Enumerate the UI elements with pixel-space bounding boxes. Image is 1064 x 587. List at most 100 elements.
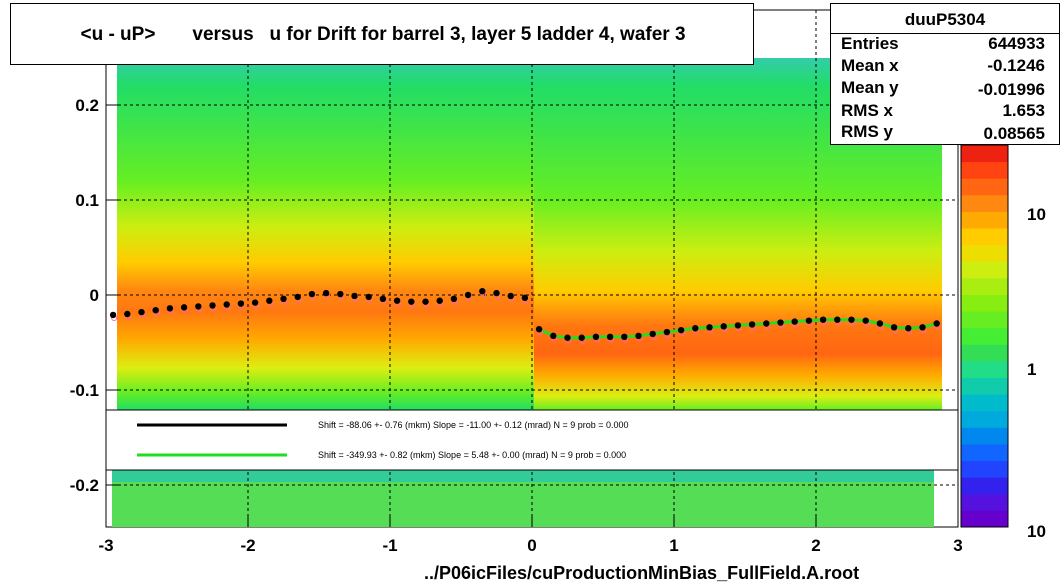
colorbar-segment: [961, 261, 1008, 279]
data-point: [621, 333, 628, 340]
x-tick-label: 1: [669, 536, 678, 555]
data-point: [464, 291, 472, 299]
stats-label-meany: Mean y: [841, 78, 899, 97]
stats-label-rmsx: RMS x: [841, 101, 893, 120]
colorbar-segment: [961, 161, 1008, 179]
data-point: [294, 293, 301, 301]
data-point: [521, 294, 529, 302]
colorbar-segment: [961, 244, 1008, 262]
stats-label-meanx: Mean x: [841, 56, 899, 75]
y-tick-label: -0.2: [70, 476, 99, 495]
data-point: [805, 317, 813, 324]
y-tick-label: 0.1: [75, 191, 99, 210]
data-point: [237, 300, 245, 307]
colorbar-segment: [961, 394, 1008, 412]
data-point: [308, 290, 316, 298]
data-point: [564, 334, 571, 341]
colorbar-segment: [961, 493, 1008, 511]
stats-separator: [831, 33, 1059, 34]
data-point: [450, 295, 458, 302]
data-point: [649, 330, 656, 338]
stats-value-entries: 644933: [988, 34, 1045, 53]
colorbar-segment: [961, 377, 1008, 395]
title-box: <u - uP> versus u for Drift for barrel 3…: [10, 3, 754, 65]
data-point: [351, 292, 358, 300]
y-tick-label: 0.2: [75, 96, 99, 115]
stats-value-rmsy: 0.08565: [983, 124, 1045, 143]
data-point: [422, 298, 429, 305]
data-point: [592, 333, 600, 340]
data-point: [919, 324, 926, 331]
data-point: [152, 307, 159, 314]
data-point: [933, 320, 940, 327]
stats-value-meany: -0.01996: [977, 80, 1045, 99]
data-point: [635, 332, 642, 340]
data-point: [124, 310, 131, 318]
heatmap-left: [117, 58, 534, 410]
legend-text-green: Shift = -349.93 +- 0.82 (mkm) Slope = 5.…: [318, 450, 626, 460]
data-point: [322, 289, 330, 297]
colorbar-tick-label: 1: [1027, 360, 1036, 379]
data-point: [692, 325, 699, 332]
data-point: [834, 316, 841, 323]
data-point: [507, 292, 514, 300]
colorbar-segment: [961, 427, 1008, 445]
data-point: [663, 328, 671, 336]
data-point: [706, 324, 713, 331]
colorbar-segment: [961, 477, 1008, 495]
colorbar-segment: [961, 194, 1008, 212]
data-point: [777, 319, 784, 326]
stats-name: duuP5304: [904, 10, 986, 29]
stats-value-rmsx: 1.653: [1002, 101, 1045, 120]
colorbar-frame: [960, 144, 1009, 528]
colorbar-segment: [961, 460, 1008, 478]
colorbar-segment: [961, 344, 1008, 362]
data-point: [337, 290, 344, 298]
data-point: [280, 295, 287, 302]
data-point: [905, 325, 912, 332]
profile-markers: [109, 288, 941, 344]
data-point: [209, 302, 216, 309]
colorbar-segment: [961, 410, 1008, 428]
axes: -3 -2 -1 0 1 2 3 -0.2 -0.1 0 0.1 0.2 10 1 10: [70, 96, 1046, 555]
data-point: [180, 304, 188, 311]
data-point: [848, 316, 855, 323]
colorbar-segment: [961, 178, 1008, 196]
data-point: [862, 317, 869, 324]
colorbar-segment: [961, 327, 1008, 345]
data-point: [606, 333, 614, 340]
gridlines: [106, 10, 958, 527]
data-point: [195, 303, 202, 310]
y-tick-label: -0.1: [70, 381, 99, 400]
data-point: [251, 299, 259, 306]
data-point: [436, 297, 443, 304]
y-tick-label: 0: [90, 286, 99, 305]
colorbar-segment: [961, 277, 1008, 295]
colorbar-tick-label: 10: [1027, 522, 1046, 541]
x-tick-label: 3: [953, 536, 962, 555]
data-point: [393, 297, 401, 304]
data-point: [763, 320, 770, 327]
colorbar-segment: [961, 443, 1008, 462]
x-tick-label: 0: [527, 536, 536, 555]
colorbar: [960, 144, 1009, 528]
data-point: [578, 334, 585, 341]
colorbar-tick-label: 10: [1027, 205, 1046, 224]
data-point: [493, 289, 500, 297]
data-point: [734, 322, 742, 329]
data-point: [379, 295, 387, 302]
data-point: [109, 311, 117, 319]
data-point: [535, 326, 543, 333]
data-point: [677, 326, 685, 334]
stats-box: duuP5304 Entries 644933 Mean x -0.1246 M…: [830, 3, 1060, 145]
data-point: [748, 321, 756, 328]
colorbar-segment: [961, 211, 1008, 229]
colorbar-segment: [961, 311, 1008, 329]
stats-label-entries: Entries: [841, 34, 899, 53]
chart-title: <u - uP> versus u for Drift for barrel 3…: [80, 24, 686, 45]
legend-text-black: Shift = -88.06 +- 0.76 (mkm) Slope = -11…: [318, 420, 629, 430]
x-tick-label: -2: [240, 536, 255, 555]
colorbar-segment: [961, 145, 1008, 163]
stats-value-meanx: -0.1246: [987, 56, 1045, 75]
x-axis-footer-label: ../P06icFiles/cuProductionMinBias_FullFi…: [424, 563, 860, 583]
